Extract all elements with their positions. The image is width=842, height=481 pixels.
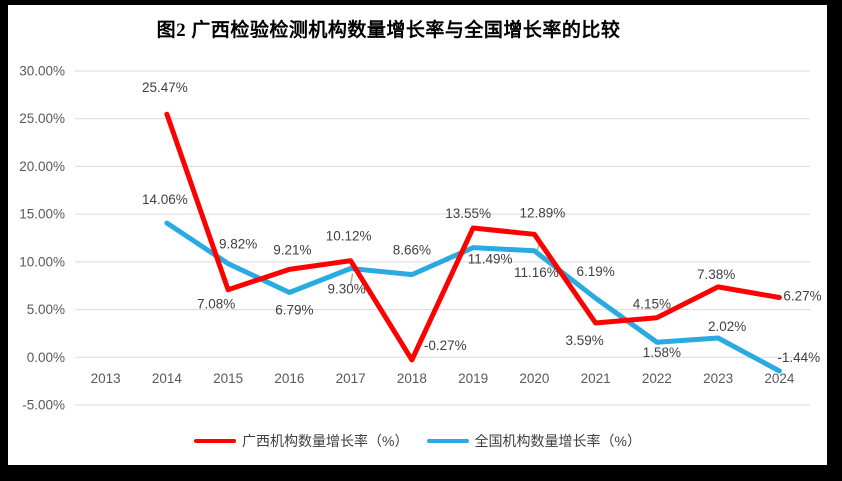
data-label: 7.08% (197, 297, 235, 312)
data-label: -0.27% (424, 338, 467, 353)
x-tick-label: 2018 (397, 371, 427, 386)
x-tick-label: 2022 (642, 371, 672, 386)
data-label: 11.49% (468, 252, 513, 267)
chart-legend: 广西机构数量增长率（%） 全国机构数量增长率（%） (8, 431, 827, 451)
x-tick-label: 2021 (581, 371, 611, 386)
guangxi-legend-label: 广西机构数量增长率（%） (242, 433, 409, 449)
guangxi-line-swatch (194, 438, 237, 444)
legend-item-national: 全国机构数量增长率（%） (426, 431, 641, 451)
x-tick-label: 2019 (458, 371, 488, 386)
national-line-swatch (426, 438, 469, 444)
data-label: 10.12% (326, 229, 372, 244)
x-tick-label: 2020 (519, 371, 549, 386)
y-tick-label: -5.00% (22, 398, 65, 413)
data-label: 14.06% (142, 192, 188, 207)
x-tick-label: 2024 (764, 371, 795, 386)
data-label: 12.89% (519, 205, 565, 220)
label-leader-line (349, 273, 354, 285)
data-label: 25.47% (142, 80, 188, 95)
chart-title: 图2 广西检验检测机构数量增长率与全国增长率的比较 (156, 20, 621, 41)
x-tick-label: 2013 (91, 371, 121, 386)
data-label: -1.44% (777, 350, 820, 365)
national-legend-label: 全国机构数量增长率（%） (474, 433, 641, 449)
y-tick-label: 0.00% (27, 350, 65, 365)
data-label: 9.30% (327, 282, 365, 297)
x-tick-label: 2017 (336, 371, 366, 386)
data-label: 3.59% (565, 333, 603, 348)
data-label: 9.21% (273, 242, 311, 257)
y-tick-label: 25.00% (19, 111, 65, 126)
y-tick-label: 15.00% (19, 207, 65, 222)
data-label: 9.82% (219, 237, 257, 252)
x-tick-label: 2016 (274, 371, 304, 386)
line-chart-plot: 30.00% 25.00% 20.00% 15.00% 10.00% 5.00% 0.00%… (19, 64, 821, 413)
y-tick-label: 10.00% (19, 254, 65, 269)
y-tick-label: 30.00% (19, 64, 65, 79)
data-label: 4.15% (633, 297, 671, 312)
data-label: 8.66% (393, 243, 431, 258)
y-tick-label: 5.00% (27, 302, 65, 317)
legend-item-guangxi: 广西机构数量增长率（%） (194, 431, 409, 451)
series-line-0 (164, 111, 782, 363)
data-label: 7.38% (697, 267, 735, 282)
series-line-1 (164, 220, 782, 374)
chart-area: 图2 广西检验检测机构数量增长率与全国增长率的比较 30.00% 25.00% 20… (8, 5, 827, 465)
data-label: 13.55% (445, 206, 491, 221)
x-tick-label: 2023 (703, 371, 733, 386)
data-label: 6.27% (783, 288, 821, 303)
data-label: 6.79% (275, 302, 313, 317)
data-label: 1.58% (643, 345, 681, 360)
data-label: 6.19% (576, 264, 614, 279)
x-tick-label: 2015 (213, 371, 243, 386)
data-label: 2.02% (708, 319, 746, 334)
x-tick-label: 2014 (152, 371, 183, 386)
y-tick-label: 20.00% (19, 159, 65, 174)
data-label: 11.16% (514, 265, 559, 280)
